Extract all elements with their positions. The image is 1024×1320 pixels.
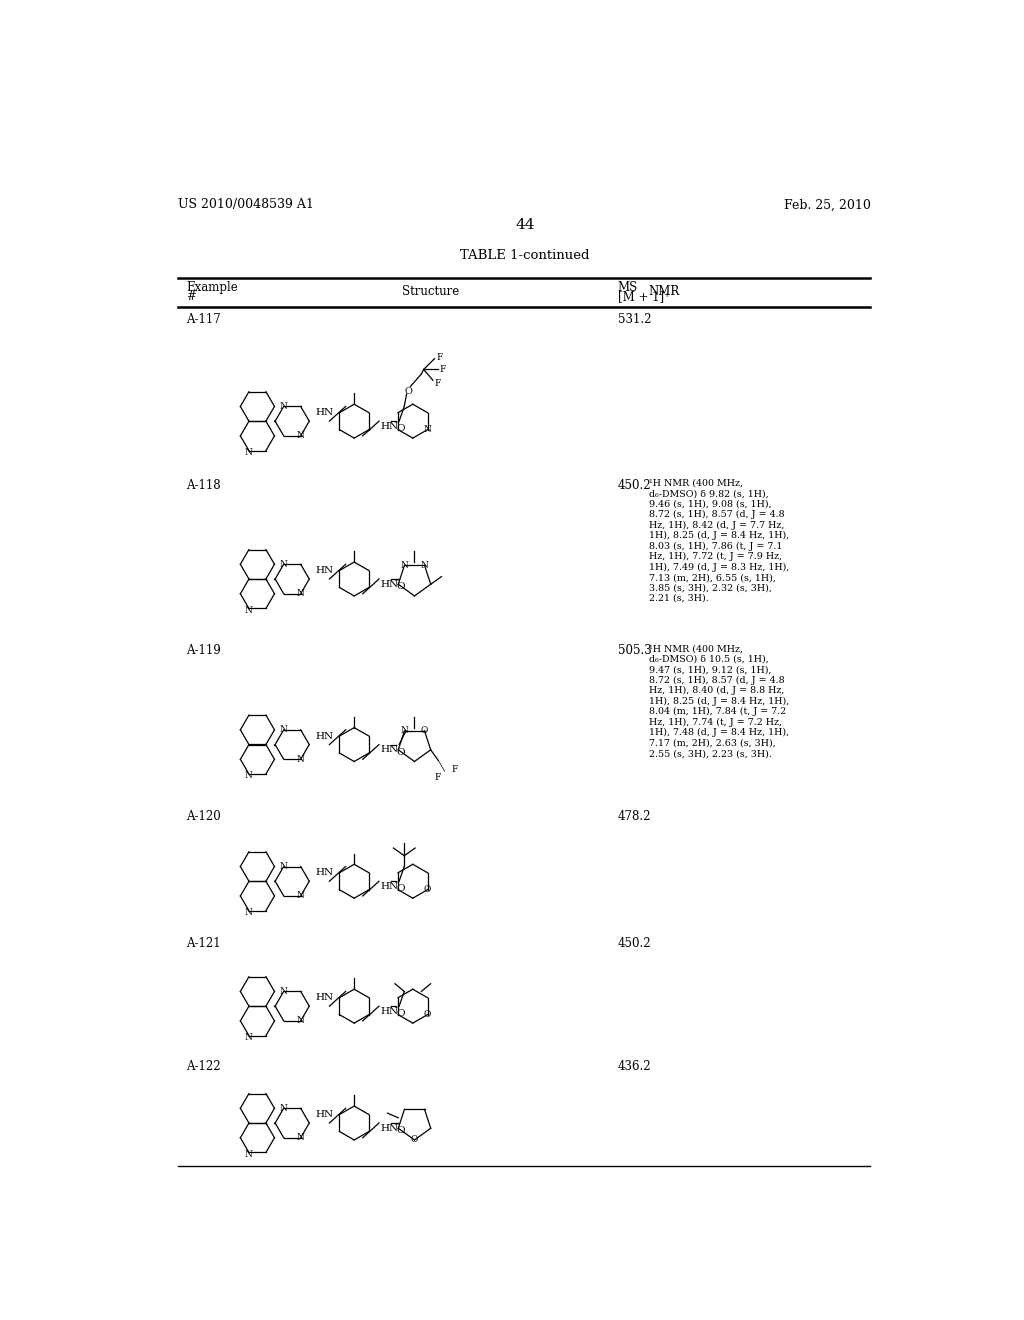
Text: N: N (297, 432, 305, 441)
Text: N: N (280, 401, 288, 411)
Text: A-118: A-118 (186, 479, 221, 492)
Text: N: N (245, 1032, 253, 1041)
Text: Example: Example (186, 281, 238, 294)
Text: HN: HN (315, 408, 334, 417)
Text: HN: HN (315, 869, 334, 878)
Text: N: N (280, 987, 288, 995)
Text: [M + 1]⁺: [M + 1]⁺ (617, 290, 670, 304)
Text: O: O (397, 582, 406, 591)
Text: N: N (280, 862, 288, 871)
Text: TABLE 1-continued: TABLE 1-continued (460, 249, 590, 263)
Text: A-117: A-117 (186, 313, 221, 326)
Text: O: O (397, 884, 406, 894)
Text: F: F (434, 379, 441, 388)
Text: HN: HN (381, 882, 398, 891)
Text: F: F (436, 352, 442, 362)
Text: NMR: NMR (649, 285, 680, 298)
Text: US 2010/0048539 A1: US 2010/0048539 A1 (178, 198, 314, 211)
Text: A-120: A-120 (186, 810, 221, 822)
Text: O: O (397, 747, 406, 756)
Text: 436.2: 436.2 (617, 1060, 651, 1073)
Text: A-122: A-122 (186, 1060, 221, 1073)
Text: ¹H NMR (400 MHz,
d₆-DMSO) δ 10.5 (s, 1H),
9.47 (s, 1H), 9.12 (s, 1H),
8.72 (s, 1: ¹H NMR (400 MHz, d₆-DMSO) δ 10.5 (s, 1H)… (649, 644, 790, 758)
Text: Structure: Structure (401, 285, 459, 298)
Text: O: O (397, 1010, 406, 1018)
Text: O: O (424, 886, 431, 894)
Text: N: N (400, 726, 409, 735)
Text: O: O (411, 1135, 418, 1143)
Text: N: N (245, 908, 253, 917)
Text: F: F (452, 766, 458, 775)
Text: HN: HN (381, 422, 398, 430)
Text: HN: HN (315, 731, 334, 741)
Text: O: O (404, 387, 412, 396)
Text: O: O (397, 424, 406, 433)
Text: N: N (280, 560, 288, 569)
Text: A-119: A-119 (186, 644, 221, 657)
Text: N: N (297, 755, 305, 764)
Text: 478.2: 478.2 (617, 810, 651, 822)
Text: N: N (424, 425, 431, 434)
Text: HN: HN (381, 746, 398, 754)
Text: HN: HN (381, 1123, 398, 1133)
Text: A-121: A-121 (186, 937, 221, 950)
Text: HN: HN (315, 993, 334, 1002)
Text: F: F (439, 364, 445, 374)
Text: O: O (397, 1126, 406, 1135)
Text: N: N (280, 725, 288, 734)
Text: Feb. 25, 2010: Feb. 25, 2010 (783, 198, 870, 211)
Text: N: N (297, 1016, 305, 1026)
Text: HN: HN (381, 1007, 398, 1016)
Text: N: N (297, 589, 305, 598)
Text: 450.2: 450.2 (617, 479, 651, 492)
Text: N: N (245, 1150, 253, 1159)
Text: 505.3: 505.3 (617, 644, 651, 657)
Text: N: N (297, 1134, 305, 1142)
Text: N: N (245, 771, 253, 780)
Text: #: # (186, 290, 196, 304)
Text: F: F (434, 774, 441, 781)
Text: MS: MS (617, 281, 638, 294)
Text: N: N (421, 561, 428, 570)
Text: HN: HN (315, 566, 334, 576)
Text: N: N (400, 561, 409, 570)
Text: 450.2: 450.2 (617, 937, 651, 950)
Text: 44: 44 (515, 218, 535, 232)
Text: N: N (280, 1104, 288, 1113)
Text: N: N (245, 447, 253, 457)
Text: ¹H NMR (400 MHz,
d₆-DMSO) δ 9.82 (s, 1H),
9.46 (s, 1H), 9.08 (s, 1H),
8.72 (s, 1: ¹H NMR (400 MHz, d₆-DMSO) δ 9.82 (s, 1H)… (649, 479, 790, 603)
Text: HN: HN (381, 579, 398, 589)
Text: 531.2: 531.2 (617, 313, 651, 326)
Text: O: O (424, 1010, 431, 1019)
Text: N: N (245, 606, 253, 615)
Text: N: N (297, 891, 305, 900)
Text: O: O (421, 726, 428, 735)
Text: HN: HN (315, 1110, 334, 1119)
